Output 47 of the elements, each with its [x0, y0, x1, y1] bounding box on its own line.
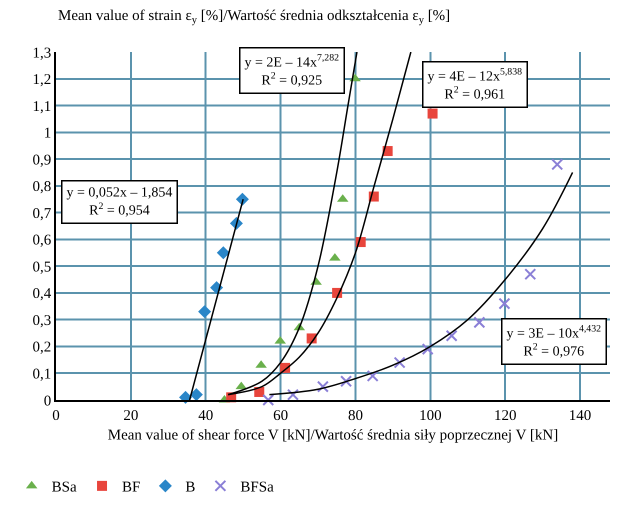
point: [262, 394, 274, 406]
y-tick-label: 0,4: [32, 286, 52, 302]
legend-label: B: [185, 480, 196, 496]
point: [216, 246, 230, 260]
y-tick-label: 1: [44, 126, 52, 142]
y-axis-title: Mean value of strain ε$_{y}$ [%]/Wartość średnia odkształcenia ε$_{y}$ [%]: [58, 8, 450, 26]
point: [473, 316, 486, 328]
x-tick-label: 80: [348, 408, 363, 424]
y-tick-label: 0: [44, 393, 52, 410]
y-tick-label: 0,1: [32, 366, 52, 382]
point: [394, 356, 406, 369]
y-tick-label: 0,2: [32, 340, 52, 356]
point: [198, 305, 212, 318]
point: [190, 388, 203, 402]
point: [366, 370, 379, 382]
y-tick-label: 0,3: [32, 312, 52, 329]
y-tick-label: 1,2: [32, 72, 52, 88]
y-tick-label: 0,9: [32, 152, 52, 168]
y-tick-label: 0,8: [32, 179, 52, 196]
point: [286, 388, 299, 401]
point: [316, 380, 329, 393]
legend-label: BF: [122, 480, 140, 496]
text: y = 3E – 10x$^{4,432}$ R$^{2}$ = 0,976: [506, 324, 601, 360]
x-tick-label: 140: [568, 408, 592, 424]
point: [340, 375, 352, 388]
legend-label: BSa: [52, 480, 78, 496]
text: y = 4E – 12x$^{5,838}$ R$^{2}$ = 0,961: [428, 66, 522, 103]
legend-label: BFSa: [240, 480, 274, 496]
text: y = 2E – 14x$^{7,282}$ R$^{2}$ = 0,925: [244, 52, 339, 89]
x-tick-label: 20: [123, 408, 138, 424]
y-tick-label: 0,6: [32, 232, 52, 249]
x-tick-label: 40: [198, 408, 214, 424]
x-axis-title: Mean value of shear force V [kN]/Wartość średnia siły poprzecznej V [kN]: [108, 427, 558, 444]
point: [524, 268, 536, 280]
y-tick-label: 1,3: [32, 45, 52, 62]
y-tick-label: 0,7: [32, 206, 52, 222]
point: [422, 343, 434, 356]
x-tick-label: 60: [273, 408, 288, 424]
y-tick-label: 0,5: [32, 259, 52, 276]
point: [446, 330, 458, 342]
point: [498, 298, 510, 310]
y-tick-label: 1,1: [32, 98, 52, 115]
point: [428, 108, 438, 119]
x-tick-label: 120: [494, 408, 516, 424]
annotation: y = 0,052x – 1,854 R$^{2}$ = 0,954: [66, 186, 172, 219]
point: [551, 158, 564, 170]
x-tick-label: 100: [419, 408, 442, 424]
